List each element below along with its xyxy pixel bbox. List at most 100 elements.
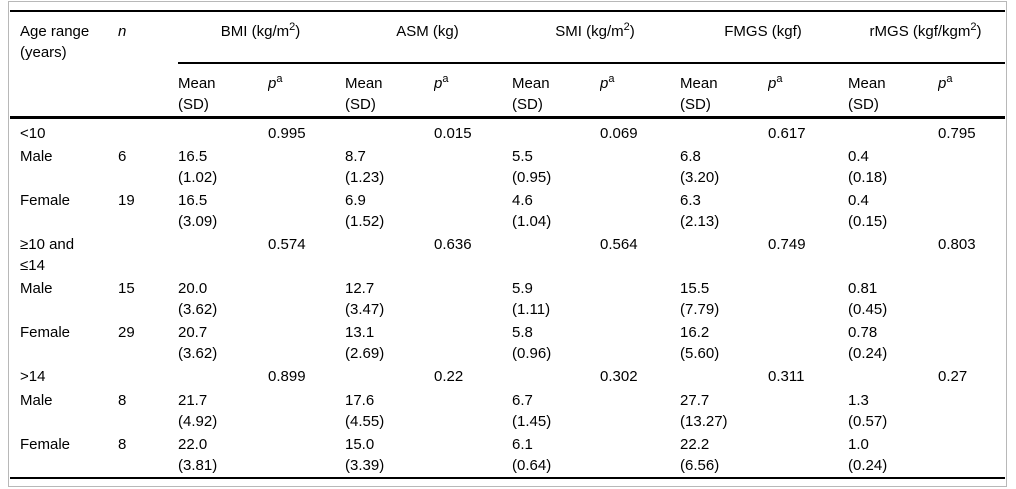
mean-sd-cell: 15.0 (3.39) bbox=[345, 436, 385, 474]
sex-row: Male 6 16.5 (1.02) 8.7 (1.23) 5.5 (0.95) 6.8 … bbox=[10, 145, 1005, 189]
mean-sd-cell bbox=[178, 118, 268, 146]
p-value-cell bbox=[768, 189, 848, 233]
mean-sd-cell: 6.3 (2.13) bbox=[680, 192, 720, 230]
sex-row: Female 29 20.7 (3.62) 13.1 (2.69) 5.8 (0.96)… bbox=[10, 321, 1005, 365]
row-label-cell: Male bbox=[20, 392, 53, 409]
sex-row: Female 8 22.0 (3.81) 15.0 (3.39) 6.1 (0.64) 2… bbox=[10, 433, 1005, 478]
mean-sd-cell: 4.6 (1.04) bbox=[512, 192, 552, 230]
mean-sd-cell: 5.8 (0.96) bbox=[512, 324, 552, 362]
mean-sd-cell bbox=[848, 233, 938, 277]
p-value-cell bbox=[938, 321, 1005, 365]
p-value-cell bbox=[600, 145, 680, 189]
p-value-cell bbox=[268, 389, 345, 433]
p-value-cell bbox=[268, 321, 345, 365]
p-value-cell bbox=[768, 433, 848, 478]
mean-sd-cell bbox=[345, 118, 434, 146]
statistics-table: Age range (years) n BMI (kg/m2) ASM (kg)… bbox=[10, 10, 1006, 479]
p-header: pa bbox=[434, 63, 513, 119]
mean-sd-cell: 22.0 (3.81) bbox=[178, 436, 218, 474]
sub-header-row: Mean (SD) pa Mean (SD) pa Mean (SD) pa M… bbox=[10, 63, 1006, 119]
mean-sd-cell bbox=[512, 233, 600, 277]
p-value-cell bbox=[268, 145, 345, 189]
row-label-cell: Female bbox=[20, 436, 71, 453]
n-cell: 29 bbox=[118, 324, 135, 341]
sex-row: Female 19 16.5 (3.09) 6.9 (1.52) 4.6 (1.04) 6… bbox=[10, 189, 1005, 233]
mean-sd-cell: 6.8 (3.20) bbox=[680, 148, 720, 186]
mean-sd-cell bbox=[680, 233, 768, 277]
mean-sd-header: Mean (SD) bbox=[848, 63, 939, 119]
n-cell bbox=[118, 118, 178, 146]
p-value-cell: 0.795 bbox=[938, 125, 976, 142]
mean-sd-cell: 20.7 (3.62) bbox=[178, 324, 218, 362]
mean-sd-cell bbox=[848, 118, 938, 146]
group-header-smi: SMI (kg/m2) bbox=[512, 11, 681, 64]
p-value-cell bbox=[938, 277, 1005, 321]
mean-sd-cell: 16.5 (3.09) bbox=[178, 192, 218, 230]
mean-sd-header: Mean (SD) bbox=[178, 63, 268, 119]
row-label-cell: Male bbox=[20, 280, 53, 297]
mean-sd-cell: 15.5 (7.79) bbox=[680, 280, 720, 318]
mean-sd-cell bbox=[680, 365, 768, 389]
group-header-bmi: BMI (kg/m2) bbox=[178, 11, 345, 64]
group-header-asm: ASM (kg) bbox=[345, 11, 513, 64]
p-value-cell bbox=[938, 189, 1005, 233]
p-value-cell: 0.995 bbox=[268, 125, 306, 142]
sex-row: Male 8 21.7 (4.92) 17.6 (4.55) 6.7 (1.45) 27.… bbox=[10, 389, 1005, 433]
age-range-header: Age range (years) bbox=[20, 23, 90, 61]
age-group-row: ≥10 and ≤14 0.574 0.636 0.564 0.749 0.803 bbox=[10, 233, 1005, 277]
mean-sd-cell bbox=[345, 233, 434, 277]
mean-sd-cell: 1.0 (0.24) bbox=[848, 436, 888, 474]
mean-sd-cell: 6.7 (1.45) bbox=[512, 392, 552, 430]
n-cell: 15 bbox=[118, 280, 135, 297]
p-value-cell bbox=[434, 433, 512, 478]
mean-sd-cell bbox=[178, 233, 268, 277]
mean-sd-cell: 6.9 (1.52) bbox=[345, 192, 385, 230]
mean-sd-cell: 17.6 (4.55) bbox=[345, 392, 385, 430]
p-value-cell bbox=[938, 389, 1005, 433]
p-value-cell: 0.899 bbox=[268, 368, 306, 385]
p-value-cell: 0.069 bbox=[600, 125, 638, 142]
p-value-cell: 0.311 bbox=[768, 368, 805, 385]
mean-sd-cell bbox=[680, 118, 768, 146]
mean-sd-cell: 0.81 (0.45) bbox=[848, 280, 888, 318]
table-body: <10 0.995 0.015 0.069 0.617 0.795 Male 6 16.5 (1… bbox=[10, 118, 1005, 479]
table-header: Age range (years) n BMI (kg/m2) ASM (kg)… bbox=[10, 11, 1006, 119]
p-header: pa bbox=[768, 63, 849, 119]
mean-sd-cell bbox=[178, 365, 268, 389]
p-value-cell bbox=[268, 189, 345, 233]
p-value-cell: 0.564 bbox=[600, 236, 638, 253]
p-value-cell: 0.302 bbox=[600, 368, 638, 385]
age-group-row: <10 0.995 0.015 0.069 0.617 0.795 bbox=[10, 118, 1005, 146]
age-group-row: >14 0.899 0.22 0.302 0.311 0.27 bbox=[10, 365, 1005, 389]
p-value-cell: 0.803 bbox=[938, 236, 976, 253]
mean-sd-cell: 0.78 (0.24) bbox=[848, 324, 888, 362]
n-cell: 19 bbox=[118, 192, 135, 209]
p-value-cell bbox=[768, 389, 848, 433]
mean-sd-header: Mean (SD) bbox=[512, 63, 601, 119]
p-value-cell: 0.636 bbox=[434, 236, 472, 253]
p-header: pa bbox=[600, 63, 681, 119]
row-label-cell: Female bbox=[20, 192, 71, 209]
mean-sd-cell: 8.7 (1.23) bbox=[345, 148, 385, 186]
mean-sd-cell bbox=[848, 365, 938, 389]
group-header-rmgs: rMGS (kgf/kgm2) bbox=[848, 11, 1006, 64]
row-label-cell: >14 bbox=[20, 368, 46, 385]
row-label-cell: ≥10 and ≤14 bbox=[20, 236, 75, 274]
p-value-cell bbox=[600, 433, 680, 478]
n-cell: 8 bbox=[118, 436, 127, 453]
p-header: pa bbox=[938, 63, 1006, 119]
n-cell: 8 bbox=[118, 392, 127, 409]
mean-sd-cell: 21.7 (4.92) bbox=[178, 392, 218, 430]
p-value-cell bbox=[434, 321, 512, 365]
mean-sd-cell: 16.5 (1.02) bbox=[178, 148, 218, 186]
p-value-cell: 0.015 bbox=[434, 125, 472, 142]
p-value-cell: 0.27 bbox=[938, 368, 968, 385]
mean-sd-cell: 5.5 (0.95) bbox=[512, 148, 552, 186]
mean-sd-cell bbox=[345, 365, 434, 389]
mean-sd-header: Mean (SD) bbox=[680, 63, 769, 119]
p-value-cell: 0.617 bbox=[768, 125, 806, 142]
mean-sd-cell bbox=[512, 365, 600, 389]
p-value-cell bbox=[938, 145, 1005, 189]
mean-sd-cell: 22.2 (6.56) bbox=[680, 436, 720, 474]
n-cell bbox=[118, 365, 178, 389]
